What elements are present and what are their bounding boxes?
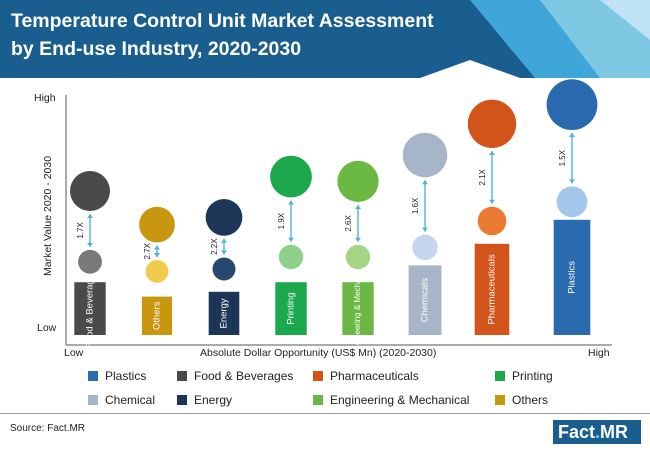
point-2030-food-beverages — [70, 171, 110, 211]
point-2030-chemicals — [402, 132, 448, 178]
bar-label-plastics: Plastics — [567, 261, 578, 294]
brand-dot: . — [595, 422, 601, 442]
chart-title-line-1: Temperature Control Unit Market Assessme… — [11, 10, 434, 32]
growth-label-food-beverages: 1.7X — [76, 222, 85, 239]
growth-arrow-head-bottom-engineering-mechanical — [355, 237, 361, 242]
point-2020-pharmaceuticals — [477, 206, 507, 236]
bar-label-chemicals: Chemicals — [420, 278, 431, 323]
bar-label-energy: Energy — [219, 298, 230, 328]
legend-label: Pharmaceuticals — [330, 369, 419, 383]
point-2030-engineering-mechanical — [337, 160, 379, 202]
legend-label: Engineering & Mechanical — [330, 393, 470, 407]
legend-label: Printing — [512, 369, 553, 383]
growth-arrow-head-bottom-energy — [221, 250, 227, 255]
chart-axes — [65, 95, 612, 346]
legend-item: Pharmaceuticals — [313, 369, 419, 383]
growth-label-energy: 2.2X — [210, 238, 219, 255]
bar-printing — [275, 282, 307, 335]
legend-swatch — [177, 371, 187, 381]
growth-arrow-head-bottom-printing — [288, 237, 294, 242]
legend-swatch — [88, 371, 98, 381]
bar-plastics — [553, 219, 591, 335]
growth-arrow-head-top-energy — [221, 238, 227, 243]
legend-swatch — [177, 395, 187, 405]
chart-title-line-2: by End-use Industry, 2020-2030 — [11, 38, 302, 60]
x-axis-low-label: Low — [64, 347, 84, 359]
legend-label: Energy — [194, 393, 233, 407]
growth-label-pharmaceuticals: 2.1X — [478, 168, 487, 185]
y-axis-high-label: High — [34, 92, 56, 104]
footer-divider — [0, 413, 650, 414]
bar-pharmaceuticals — [474, 243, 510, 335]
bar-food-beverages — [74, 282, 106, 335]
legend-item: Plastics — [88, 369, 146, 383]
growth-arrow-head-top-chemicals — [422, 180, 428, 185]
point-2020-chemicals — [412, 234, 438, 261]
brand-logo: Fact.MR — [553, 420, 641, 444]
bar-others — [141, 296, 173, 335]
growth-arrow-head-top-food-beverages — [87, 214, 93, 218]
y-axis-title: Market Value 2020 - 2030 — [42, 155, 54, 276]
point-2030-energy — [205, 199, 243, 236]
legend-item: Food & Beverages — [177, 369, 293, 383]
growth-arrow-head-bottom-chemicals — [422, 227, 428, 232]
legend-item: Others — [495, 393, 548, 407]
y-axis-low-label: Low — [37, 322, 57, 334]
bar-label-pharmaceuticals: Pharmaceuticals — [487, 254, 498, 324]
legend-item: Engineering & Mechanical — [313, 393, 469, 407]
legend-swatch — [495, 371, 505, 381]
bar-energy — [208, 291, 240, 335]
legend-label: Chemical — [105, 393, 156, 407]
point-2030-pharmaceuticals — [467, 99, 517, 148]
bar-label-engineering-mechanical: Engineering & Mechanical — [353, 262, 362, 355]
header-background — [0, 0, 650, 78]
legend-swatch — [88, 395, 98, 405]
legend-swatch — [495, 395, 505, 405]
brand-main: Fact — [558, 422, 596, 442]
growth-label-chemicals: 1.6X — [411, 197, 420, 214]
growth-arrow-head-top-engineering-mechanical — [355, 205, 361, 209]
point-2030-printing — [270, 155, 312, 198]
point-2020-printing — [278, 244, 304, 270]
chart-plot: Food & Beverages 1.7X Others 2.7X Energy 2.2X… — [65, 79, 612, 355]
legend-item: Printing — [495, 369, 553, 383]
growth-arrow-head-top-others — [154, 245, 160, 250]
bar-label-printing: Printing — [286, 292, 297, 324]
source-note: Source: Fact.MR — [10, 423, 86, 434]
legend-item: Energy — [177, 393, 232, 407]
growth-arrow-head-bottom-others — [154, 253, 160, 258]
point-2020-engineering-mechanical — [345, 244, 371, 270]
growth-arrow-head-top-plastics — [569, 133, 575, 137]
chart-marks: Food & Beverages 1.7X Others 2.7X Energy 2.2X… — [70, 79, 598, 355]
bar-label-food-beverages: Food & Beverages — [85, 269, 96, 348]
point-2020-food-beverages — [78, 249, 102, 274]
point-2020-plastics — [556, 186, 588, 218]
growth-label-others: 2.7X — [143, 242, 152, 259]
growth-label-plastics: 1.5X — [558, 149, 567, 166]
legend-label: Food & Beverages — [194, 369, 294, 383]
growth-arrow-head-bottom-food-beverages — [87, 242, 93, 247]
x-axis-title: Absolute Dollar Opportunity (US$ Mn) (20… — [200, 347, 437, 359]
legend-label: Plastics — [105, 369, 147, 383]
legend-swatch — [313, 371, 323, 381]
growth-arrow-head-top-pharmaceuticals — [489, 151, 495, 155]
bar-engineering-mechanical — [342, 282, 374, 335]
point-2020-others — [145, 260, 169, 283]
bar-chemicals — [408, 265, 442, 335]
bar-label-others: Others — [152, 301, 163, 330]
growth-label-engineering-mechanical: 2.6X — [344, 215, 353, 232]
point-2030-others — [139, 206, 175, 243]
header-banner: Temperature Control Unit Market Assessme… — [0, 0, 650, 78]
point-2020-energy — [212, 257, 236, 281]
legend-item: Chemical — [88, 393, 155, 407]
legend-swatch — [313, 395, 323, 405]
growth-arrow-head-bottom-pharmaceuticals — [489, 199, 495, 204]
growth-arrow-head-top-printing — [288, 200, 294, 205]
x-axis-high-label: High — [588, 347, 610, 359]
legend-label: Others — [512, 393, 549, 407]
point-2030-plastics — [546, 79, 598, 130]
growth-label-printing: 1.9X — [277, 212, 286, 229]
brand-tail: MR — [600, 422, 629, 442]
growth-arrow-head-bottom-plastics — [569, 179, 575, 184]
